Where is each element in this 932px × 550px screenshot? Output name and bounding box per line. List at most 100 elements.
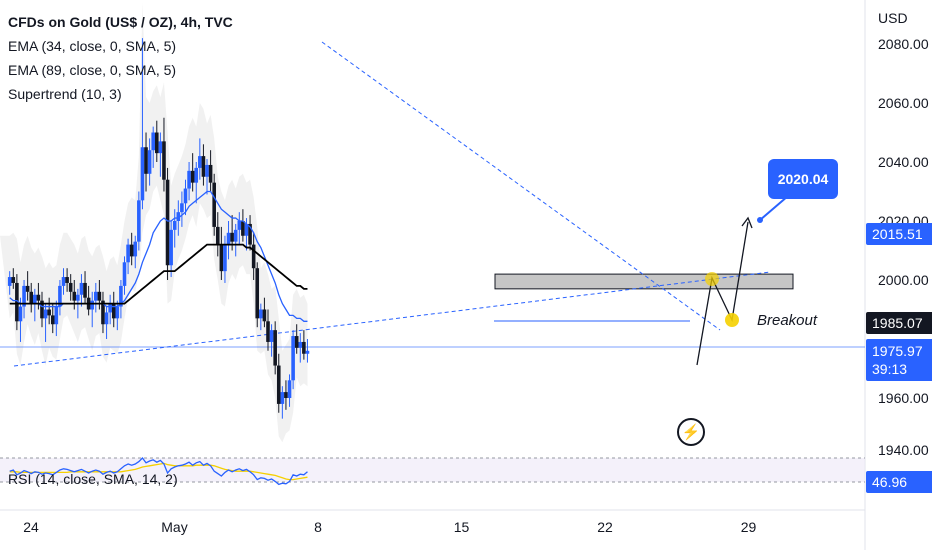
candle-body: [219, 244, 224, 272]
candle-body: [90, 300, 95, 310]
target-callout[interactable]: 2020.04: [768, 159, 838, 199]
candle-body: [237, 221, 242, 230]
time-tick-label: 24: [23, 519, 39, 535]
candle-body: [29, 291, 34, 304]
candle-body: [276, 365, 281, 404]
candle-body: [241, 221, 245, 236]
ema89-line: [9, 243, 308, 305]
candle-body: [198, 156, 202, 168]
candle-body: [259, 309, 263, 319]
ascending-trendline: [13, 271, 771, 367]
candle-body: [68, 282, 73, 292]
candle-body: [144, 147, 148, 174]
rsi-line: [9, 457, 308, 486]
ema34-label[interactable]: EMA (34, close, 0, SMA, 5): [8, 38, 177, 54]
candle-body: [305, 350, 310, 354]
symbol-title[interactable]: CFDs on Gold (US$ / OZ), 4h, TVC: [8, 14, 233, 30]
candle-body: [208, 164, 213, 183]
candle-body: [194, 167, 199, 183]
candle-body: [72, 291, 77, 301]
candle-body: [187, 170, 191, 189]
candle-body: [269, 330, 274, 342]
candle-body: [230, 232, 234, 242]
rsi-legend[interactable]: RSI (14, close, SMA, 14, 2): [8, 471, 178, 487]
candle-body: [104, 312, 109, 325]
candle-body: [248, 223, 252, 245]
candle-body: [36, 294, 41, 301]
candle-body: [137, 200, 141, 242]
candle-body: [266, 321, 270, 342]
candle-body: [244, 223, 249, 236]
candle-body: [133, 241, 138, 257]
candle-body: [11, 277, 16, 283]
ema89-label[interactable]: EMA (89, close, 0, SMA, 5): [8, 62, 177, 78]
candle-body: [7, 277, 12, 286]
lightning-icon[interactable]: ⚡: [677, 418, 705, 446]
candle-body: [176, 212, 181, 221]
candle-body: [255, 268, 260, 319]
resistance-zone: [494, 273, 794, 290]
candle-body: [79, 282, 84, 295]
projection-path: [696, 221, 749, 366]
candle-body: [158, 141, 163, 154]
projection-arrowhead: [741, 216, 753, 229]
candle-body: [76, 294, 80, 301]
breakout-label[interactable]: Breakout: [757, 312, 818, 329]
candle-body: [61, 277, 66, 286]
candle-body: [212, 182, 216, 227]
candle-body: [294, 336, 299, 348]
candle-body: [180, 203, 184, 213]
ema34-line: [9, 190, 308, 322]
candle-body: [165, 179, 170, 266]
candle-body: [115, 306, 120, 319]
candle-body: [223, 244, 227, 272]
candle-body: [284, 392, 288, 398]
candle-body: [40, 300, 44, 319]
candle-body: [226, 232, 231, 245]
currency-label[interactable]: USD: [878, 10, 908, 26]
candle-body: [126, 244, 130, 263]
retest-marker: [705, 272, 719, 286]
rsi-band: [0, 458, 865, 482]
candle-body: [205, 164, 209, 177]
candle-body: [233, 229, 238, 242]
price-tick-label: 1940.00: [878, 442, 929, 458]
time-tick-label: May: [161, 519, 187, 535]
callout-pointer: [759, 195, 789, 221]
candle-body: [22, 285, 26, 307]
candle-body: [147, 150, 152, 174]
candle-body: [215, 226, 220, 245]
candle-body: [129, 244, 134, 257]
candle-body: [151, 132, 155, 151]
candle-body: [25, 285, 30, 292]
candle-body: [101, 300, 105, 325]
callout-anchor: [757, 217, 763, 223]
candle-body: [172, 221, 177, 230]
candle-body: [50, 315, 55, 325]
breakout-marker: [725, 313, 739, 327]
candle-body: [33, 294, 37, 304]
candle-body: [273, 330, 277, 366]
supertrend-label[interactable]: Supertrend (10, 3): [8, 86, 122, 102]
price-tick-label: 1960.00: [878, 390, 929, 406]
candle-body: [280, 392, 285, 404]
candle-body: [58, 285, 62, 307]
candle-body: [183, 188, 188, 204]
candle-body: [140, 147, 145, 201]
candle-body: [298, 341, 303, 348]
rsi-value-tag: 46.96: [866, 471, 932, 493]
candle-body: [111, 303, 116, 319]
candle-body: [83, 282, 87, 298]
chart-legend: CFDs on Gold (US$ / OZ), 4h, TVC EMA (34…: [8, 10, 233, 106]
descending-trendline: [321, 41, 721, 331]
candle-body: [108, 303, 112, 313]
price-tick-label: 2000.00: [878, 272, 929, 288]
candle-body: [43, 309, 48, 319]
rsi-ma-line: [9, 462, 308, 481]
candle-body: [65, 277, 69, 283]
candle-body: [262, 309, 267, 322]
candle-body: [122, 262, 127, 286]
price-tick-label: 2080.00: [878, 36, 929, 52]
candle-body: [97, 291, 102, 301]
